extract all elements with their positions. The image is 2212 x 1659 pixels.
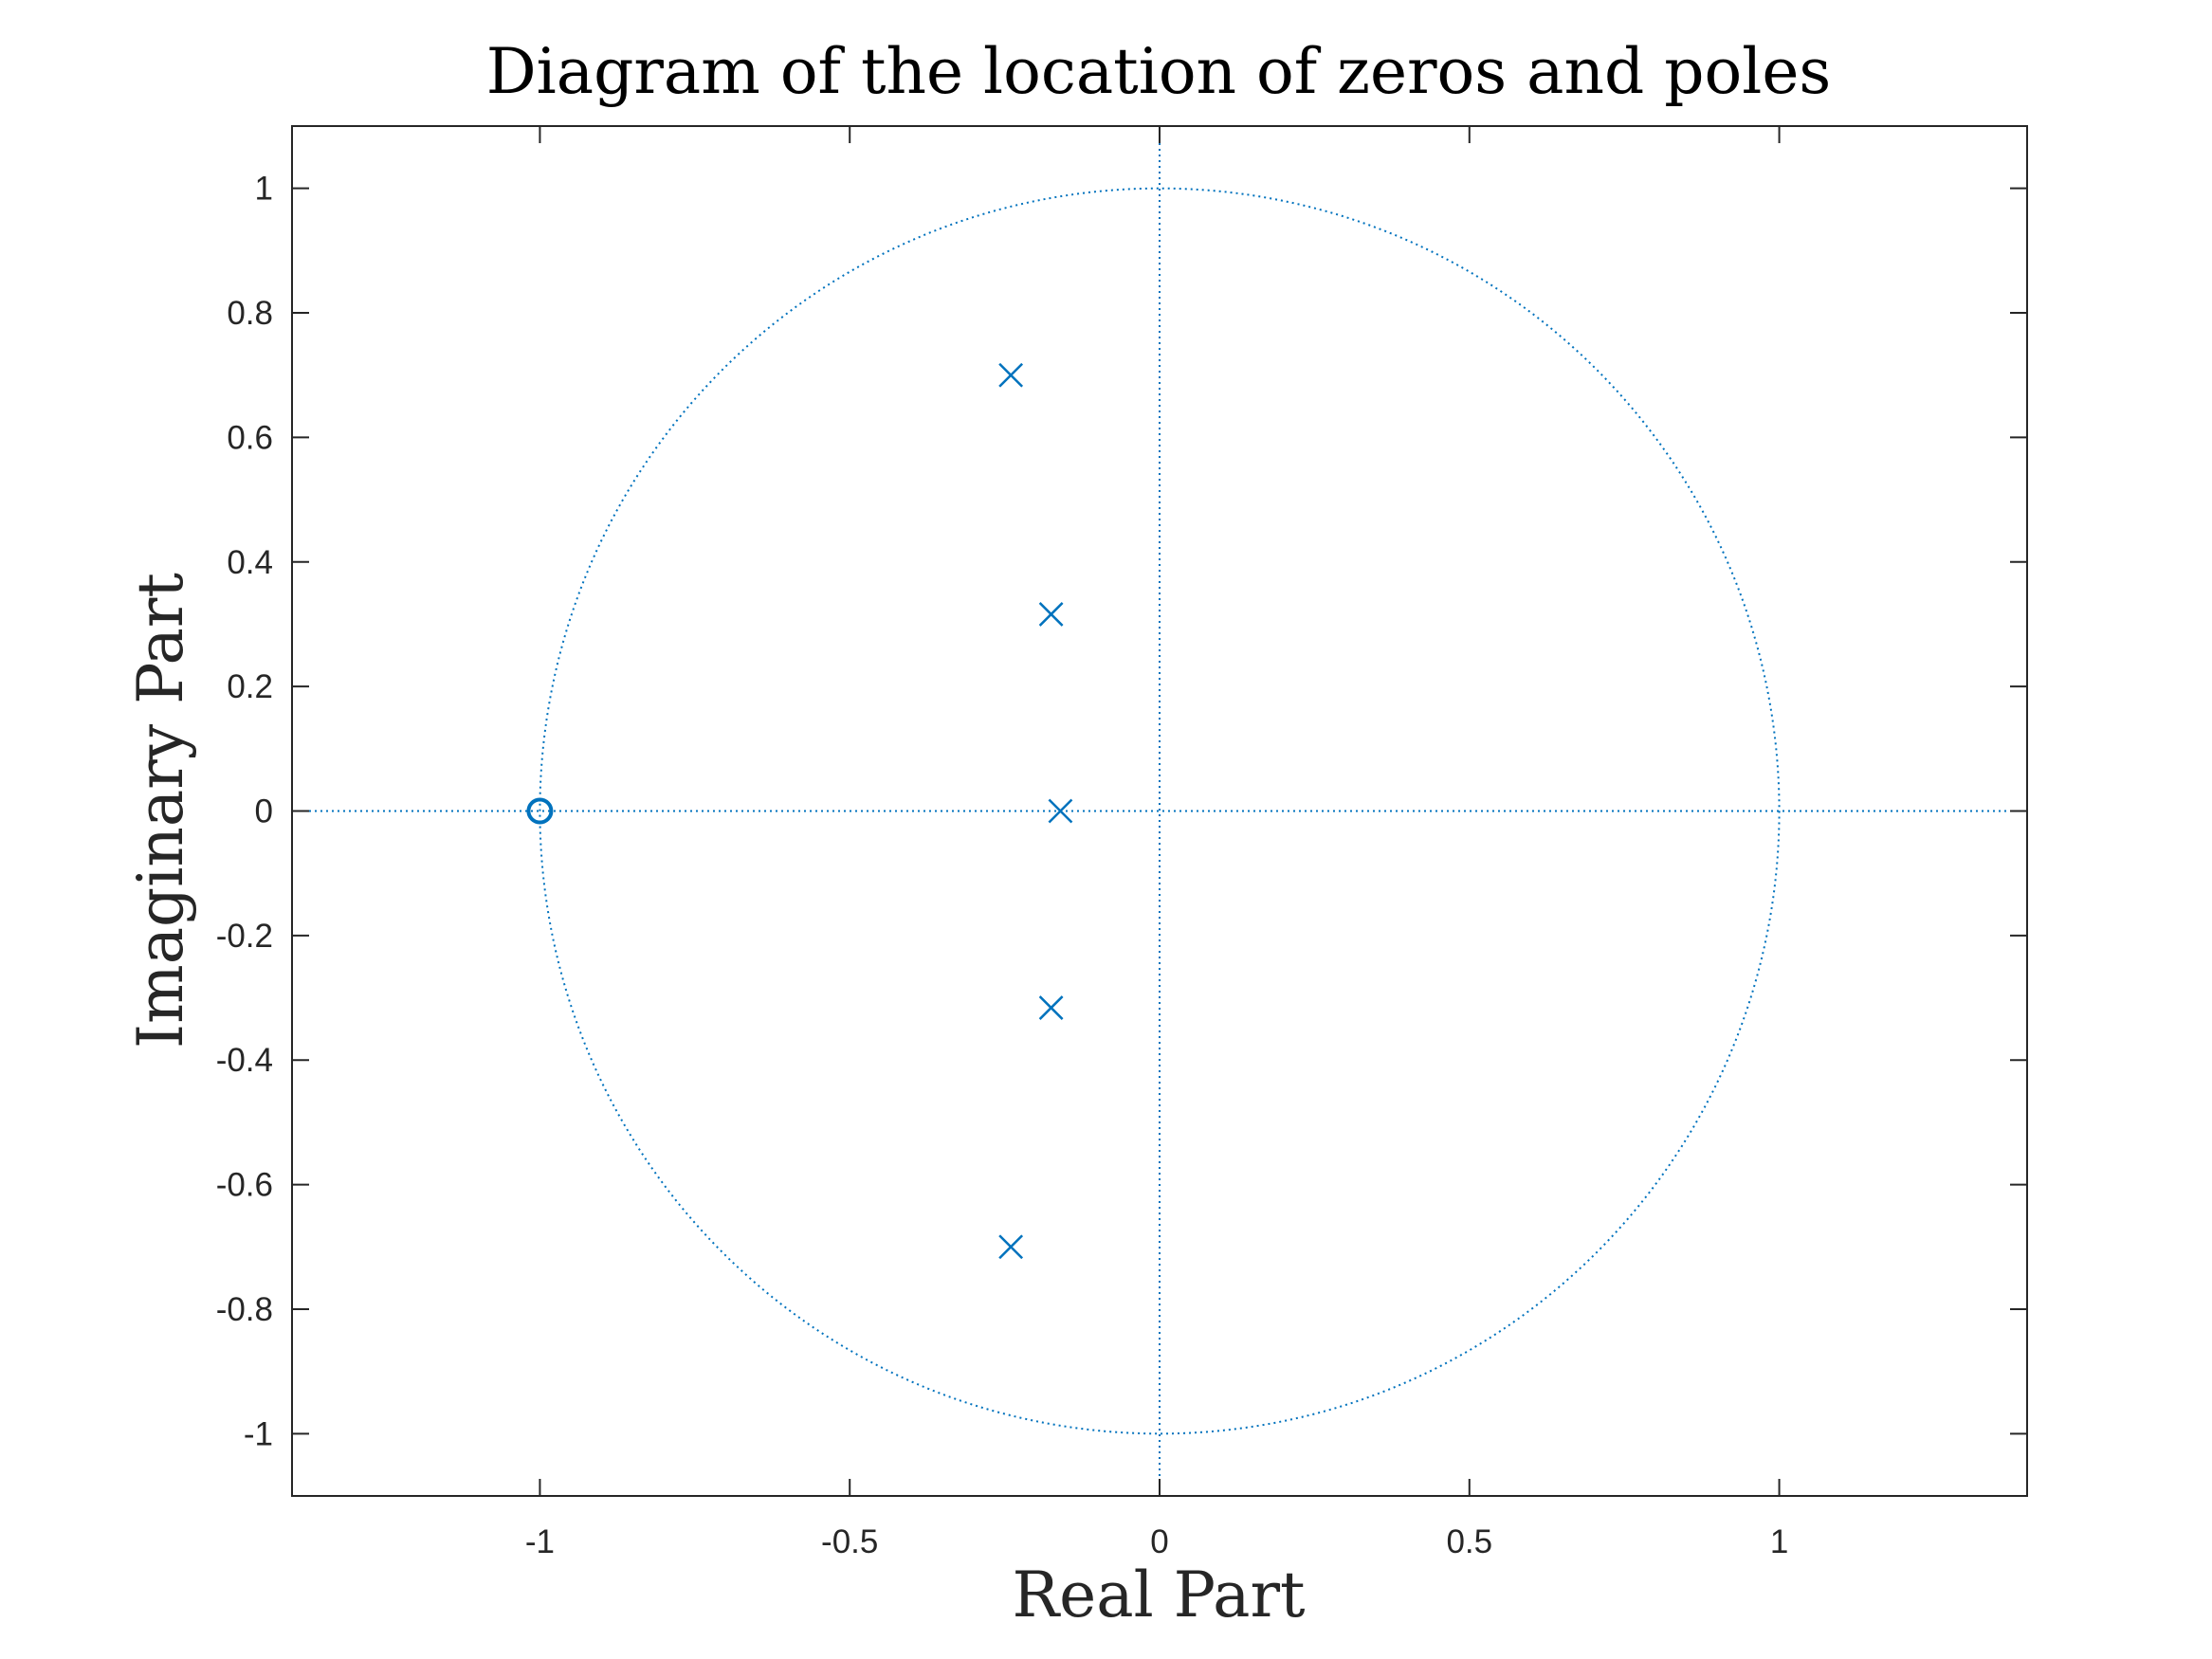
y-tick-label: -1 bbox=[244, 1415, 273, 1452]
pole-marker bbox=[998, 1234, 1024, 1260]
pole-marker-stroke bbox=[998, 1234, 1024, 1260]
zero-marker bbox=[526, 797, 554, 825]
plot-area: -1 -0.5 0 0.5 1 1 0.8 0.6 0.4 0.2 0 -0.2 -0.4 -0.6 -0.… bbox=[216, 125, 2028, 1560]
pole-marker-stroke bbox=[1038, 995, 1064, 1020]
y-tick-label: 0.6 bbox=[227, 419, 273, 456]
pole-marker-stroke bbox=[1048, 798, 1073, 824]
x-tick-label: -0.5 bbox=[821, 1523, 878, 1560]
x-tick-label: -1 bbox=[525, 1523, 555, 1560]
y-tick-label: 0.8 bbox=[227, 295, 273, 332]
y-tick-label: 0.4 bbox=[227, 544, 273, 581]
pole-marker-stroke bbox=[1038, 602, 1064, 627]
y-tick-label: -0.2 bbox=[216, 918, 273, 955]
pole-marker bbox=[1038, 602, 1064, 627]
ticks-layer: -1 -0.5 0 0.5 1 1 0.8 0.6 0.4 0.2 0 -0.2 -0.4 -0.6 -0.… bbox=[216, 126, 2027, 1560]
x-axis-label: Real Part bbox=[1012, 1559, 1305, 1632]
y-tick-label: 0 bbox=[255, 793, 273, 830]
y-axis-label: Imaginary Part bbox=[124, 573, 197, 1048]
pole-marker bbox=[1038, 995, 1064, 1020]
y-tick-label: -0.8 bbox=[216, 1291, 273, 1328]
y-tick-label: -0.4 bbox=[216, 1042, 273, 1079]
unit-circle bbox=[539, 187, 1781, 1435]
x-tick-label: 0.5 bbox=[1446, 1523, 1492, 1560]
pole-marker bbox=[998, 362, 1024, 388]
y-tick-label: 1 bbox=[255, 171, 273, 208]
guides-layer bbox=[292, 126, 2027, 1496]
y-tick-label: 0.2 bbox=[227, 668, 273, 705]
y-tick-label: -0.6 bbox=[216, 1167, 273, 1204]
chart-title: Diagram of the location of zeros and pol… bbox=[486, 35, 1832, 108]
pole-marker bbox=[1048, 798, 1073, 824]
pole-marker-stroke bbox=[998, 362, 1024, 388]
x-tick-label: 0 bbox=[1150, 1523, 1168, 1560]
marks-layer bbox=[526, 362, 1073, 1260]
x-tick-label: 1 bbox=[1770, 1523, 1788, 1560]
